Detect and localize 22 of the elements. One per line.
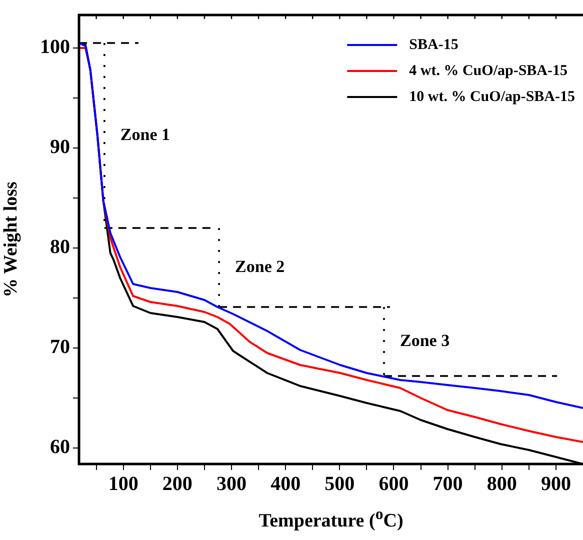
x-tick-label: 700 <box>432 473 463 496</box>
x-tick-label: 600 <box>378 473 409 496</box>
x-axis-title: Temperature ($^{o}$C) <box>258 506 404 532</box>
x-tick-label: 300 <box>216 473 246 496</box>
x-tick-label: 800 <box>486 473 517 496</box>
y-tick-label: 100 <box>40 36 70 58</box>
y-tick-label: 80 <box>50 236 70 258</box>
x-tick-label: 200 <box>162 473 192 496</box>
legend-label: 4 wt. % CuO/ap-SBA-15 <box>409 62 568 79</box>
y-tick-label: 60 <box>50 436 70 458</box>
annotation: Zone 1 <box>120 124 170 144</box>
y-tick-label: 70 <box>50 336 70 358</box>
x-tick-label: 100 <box>108 473 138 496</box>
x-tick-label: 900 <box>540 473 571 496</box>
annotation: Zone 2 <box>235 256 285 276</box>
y-tick-label: 90 <box>50 136 70 158</box>
x-tick-label: 400 <box>270 473 301 496</box>
y-axis-title: % Weight loss <box>0 182 22 298</box>
x-tick-label: 500 <box>324 473 355 496</box>
legend-label: 10 wt. % CuO/ap-SBA-15 <box>409 88 576 105</box>
legend-label: SBA-15 <box>409 36 458 53</box>
annotation: Zone 3 <box>400 330 450 350</box>
